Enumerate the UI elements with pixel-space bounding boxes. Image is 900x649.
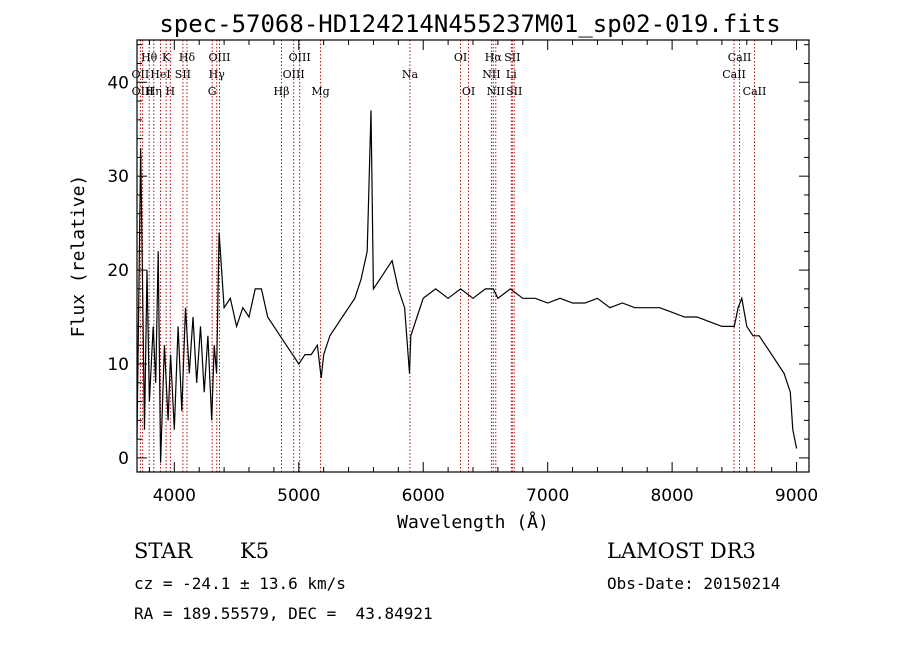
- spectral-line-label: K: [162, 51, 171, 64]
- spectral-line-label: Hβ: [274, 85, 290, 98]
- spectral-line-label: OI: [462, 85, 475, 98]
- spectral-line-label: G: [208, 85, 217, 98]
- x-tick-label: 4000: [153, 486, 196, 506]
- spectral-line-label: CaII: [728, 51, 752, 64]
- chart-title: spec-57068-HD124214N455237M01_sp02-019.f…: [159, 10, 780, 38]
- spectrum-series-line: [136, 110, 798, 463]
- spectral-line-label: H: [166, 85, 176, 98]
- spectral-line-label: Hθ: [141, 51, 158, 64]
- spectral-line-label: Hη: [146, 85, 162, 98]
- spectral-line-label: SII: [506, 85, 522, 98]
- object-subclass: K5: [240, 539, 270, 563]
- y-tick-label: 20: [107, 261, 129, 281]
- plot-frame: [136, 39, 810, 473]
- spectral-line-label: SII: [175, 68, 191, 81]
- coordinates-text: RA = 189.55579, DEC = 43.84921: [134, 604, 433, 623]
- spectral-line-label: Hα: [485, 51, 503, 64]
- spectral-line-label: OIII: [289, 51, 311, 64]
- y-tick-label: 0: [118, 449, 129, 469]
- spectral-line-label: NII: [487, 85, 505, 98]
- spectral-line-label: HeI: [150, 68, 170, 81]
- spectral-line-label: Hδ: [179, 51, 196, 64]
- x-axis-label: Wavelength (Å): [397, 511, 549, 533]
- spectral-line-label: Na: [402, 68, 419, 81]
- y-tick-label: 10: [107, 355, 129, 375]
- x-tick-label: 7000: [526, 486, 569, 506]
- spectral-line-label: Mg: [311, 85, 329, 98]
- spectral-line-label: CaII: [743, 85, 767, 98]
- spectral-line-label: Li: [506, 68, 517, 81]
- spectral-line-label: Hγ: [209, 68, 226, 81]
- spectral-line-label: OI: [454, 51, 467, 64]
- x-tick-label: 6000: [402, 486, 445, 506]
- spectral-line-label: OII: [132, 68, 150, 81]
- y-tick-label: 40: [107, 73, 129, 93]
- x-tick-label: 9000: [775, 486, 818, 506]
- spectral-line-label: OIII: [208, 51, 230, 64]
- y-axis-label: Flux (relative): [68, 175, 89, 338]
- observation-date: Obs-Date: 20150214: [607, 574, 781, 593]
- redshift-text: cz = -24.1 ± 13.6 km/s: [134, 574, 346, 593]
- spectral-line-label: CaII: [722, 68, 746, 81]
- y-axis-ticks: 0 10 20 30 40: [107, 44, 809, 469]
- spectral-line-markers: [139, 40, 755, 472]
- x-tick-label: 8000: [650, 486, 693, 506]
- y-tick-label: 30: [107, 167, 129, 187]
- spectral-line-label: OIII: [283, 68, 305, 81]
- object-class: STAR: [134, 539, 193, 563]
- spectral-line-label: NII: [482, 68, 500, 81]
- spectral-line-label: SII: [504, 51, 520, 64]
- survey-name: LAMOST DR3: [607, 539, 756, 563]
- x-tick-label: 5000: [277, 486, 320, 506]
- x-axis-ticks: 4000 5000 6000 7000 8000 9000: [148, 40, 818, 506]
